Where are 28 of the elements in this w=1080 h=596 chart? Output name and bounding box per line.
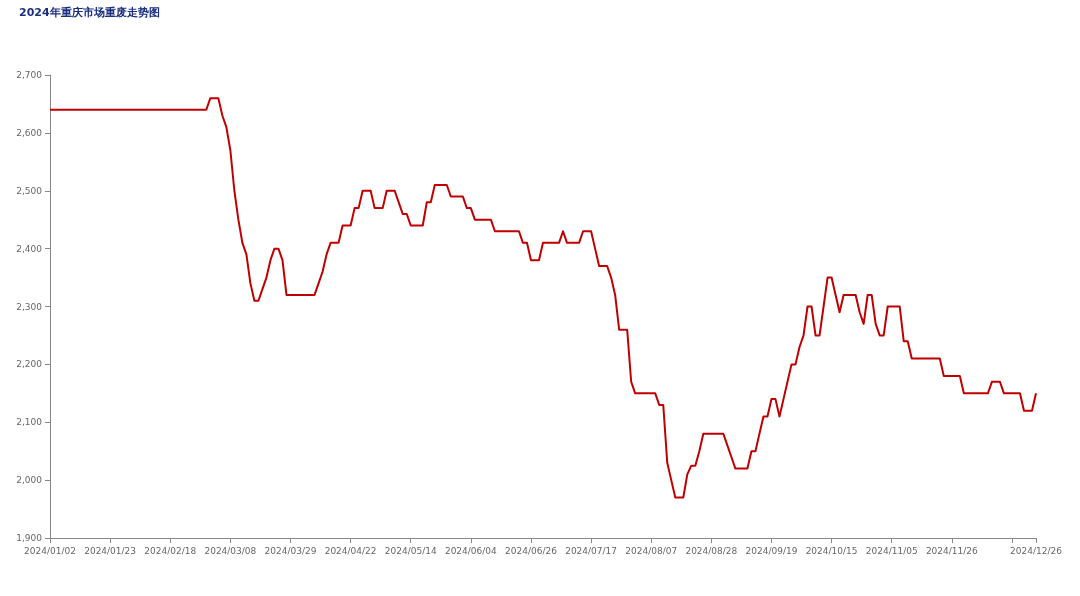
x-tick-label: 2024/08/07 — [625, 545, 678, 556]
chart-title: 2024年重庆市场重废走势图 — [19, 6, 160, 19]
x-tick-label: 2024/02/18 — [144, 545, 197, 556]
y-tick-label: 2,300 — [16, 301, 43, 312]
x-tick-label: 2024/11/05 — [865, 545, 918, 556]
x-tick-label: 2024/09/19 — [745, 545, 798, 556]
y-tick-label: 2,700 — [16, 70, 43, 80]
x-tick-label: 2024/06/04 — [444, 545, 498, 556]
x-tick-label: 2024/08/28 — [685, 545, 738, 556]
x-tick-label: 2024/05/14 — [384, 545, 437, 556]
line-series — [49, 97, 1037, 499]
y-tick-label: 2,600 — [16, 127, 43, 138]
y-tick-label: 2,200 — [16, 359, 43, 370]
x-tick-label: 2024/10/15 — [805, 545, 858, 556]
y-tick-label: 1,900 — [16, 533, 43, 543]
y-tick-label: 2,500 — [16, 185, 43, 196]
x-tick-label: 2024/01/23 — [84, 545, 137, 556]
x-tick-label: 2024/07/17 — [565, 545, 618, 556]
x-tick-label: 2024/03/29 — [264, 545, 317, 556]
y-tick-label: 2,000 — [16, 475, 43, 486]
y-tick-label: 2,400 — [16, 243, 43, 254]
x-tick-label: 2024/03/08 — [204, 545, 257, 556]
x-tick-label: 2024/06/26 — [505, 545, 558, 556]
x-tick-label: 2024/12/26 — [1010, 545, 1063, 556]
x-tick-label: 2024/01/02 — [24, 545, 76, 556]
x-tick-label: 2024/04/22 — [324, 545, 377, 556]
x-tick-label: 2024/11/26 — [925, 545, 979, 556]
y-tick-label: 2,100 — [16, 417, 43, 428]
